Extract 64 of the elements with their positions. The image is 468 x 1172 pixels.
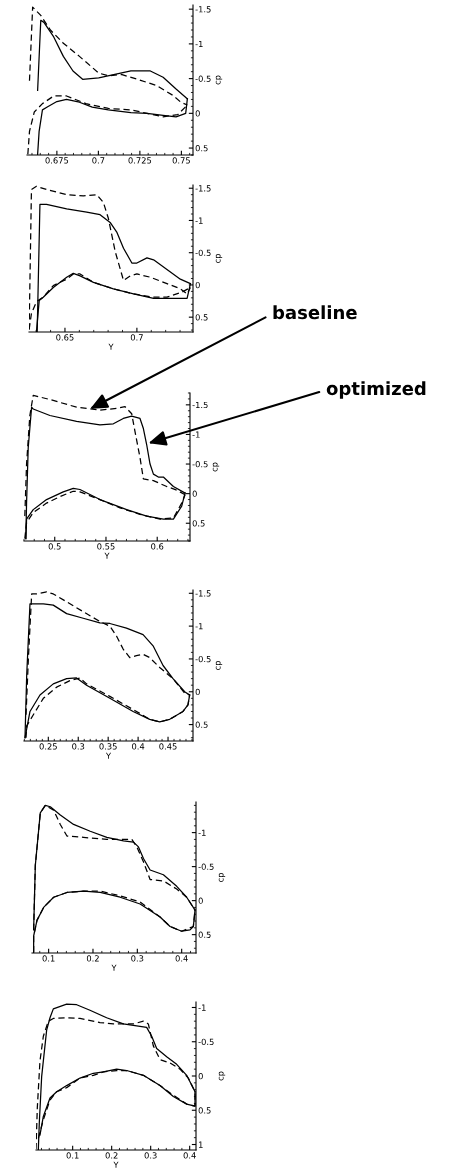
y-tick-label: 1 — [199, 1141, 203, 1148]
y-axis-title: cp — [215, 254, 223, 263]
y-tick-label: -1 — [195, 40, 203, 48]
y-tick-label: 0 — [195, 110, 200, 117]
y-tick-label: -1 — [195, 623, 203, 630]
x-tick-label: 0.3 — [144, 1152, 157, 1159]
x-tick-label: 0.725 — [128, 157, 152, 164]
x-tick-label: 0.2 — [86, 955, 99, 962]
y-tick-label: -1 — [198, 829, 206, 836]
x-tick-label: 0.3 — [131, 955, 144, 962]
x-tick-label: 0.55 — [97, 543, 115, 550]
y-tick-label: 0.5 — [192, 520, 205, 527]
annotation: optimized — [326, 381, 426, 399]
x-axis-title: Y — [105, 752, 112, 759]
y-tick-label: -1 — [192, 431, 200, 438]
x-tick-label: 0.4 — [175, 955, 188, 962]
y-axis-title: cp — [212, 462, 220, 472]
y-tick-label: -0.5 — [192, 461, 208, 468]
y-axis-title: cp — [215, 75, 223, 85]
y-axis-title: cp — [215, 661, 223, 670]
y-axis-title: cp — [218, 873, 226, 882]
x-axis-title: Y — [113, 1161, 119, 1168]
y-tick-label: 0.5 — [198, 931, 211, 938]
y-tick-label: 0.5 — [195, 314, 208, 321]
x-tick-label: 0.675 — [45, 157, 69, 164]
annotation: baseline — [273, 305, 357, 320]
x-tick-label: 0.25 — [39, 743, 57, 750]
x-tick-label: 0.45 — [159, 743, 177, 750]
x-tick-label: 0.65 — [56, 334, 74, 341]
y-axis-title: cp — [218, 1071, 226, 1081]
y-tick-label: 0 — [195, 281, 200, 289]
x-axis-title: Y — [104, 552, 110, 559]
y-tick-label: -1.5 — [195, 6, 211, 13]
y-tick-label: 0.5 — [195, 145, 208, 152]
x-tick-label: 0.6 — [151, 543, 164, 550]
y-tick-label: 0 — [198, 1072, 203, 1080]
y-tick-label: 0 — [198, 897, 203, 904]
y-tick-label: -1 — [198, 1004, 206, 1011]
x-axis-title: Y — [108, 343, 114, 350]
y-tick-label: -0.5 — [195, 655, 211, 663]
x-tick-label: 0.1 — [66, 1152, 79, 1159]
x-tick-label: 0.7 — [92, 157, 105, 164]
x-tick-label: 0.35 — [99, 743, 117, 750]
x-tick-label: 0.4 — [183, 1152, 196, 1159]
y-tick-label: 0.5 — [195, 721, 208, 728]
y-tick-label: -0.5 — [195, 75, 211, 82]
y-tick-label: -1.5 — [192, 401, 208, 409]
x-tick-label: 0.4 — [132, 743, 145, 750]
y-tick-label: -1.5 — [195, 185, 211, 192]
x-axis-title: Y — [111, 964, 117, 971]
y-tick-label: -1 — [195, 217, 203, 224]
y-tick-label: -1.5 — [195, 590, 211, 597]
y-tick-label: -0.5 — [195, 249, 211, 256]
x-tick-label: 0.7 — [130, 334, 143, 341]
y-tick-label: -0.5 — [198, 1038, 214, 1046]
x-tick-label: 0.2 — [105, 1152, 118, 1159]
x-tick-label: 0.1 — [42, 955, 55, 962]
x-tick-label: 0.75 — [172, 157, 190, 164]
y-tick-label: -0.5 — [198, 863, 214, 870]
x-tick-label: 0.5 — [48, 543, 61, 550]
x-tick-label: 0.3 — [72, 743, 85, 750]
y-tick-label: 0 — [195, 688, 200, 696]
y-tick-label: 0 — [192, 490, 197, 497]
y-tick-label: 0.5 — [198, 1107, 211, 1114]
